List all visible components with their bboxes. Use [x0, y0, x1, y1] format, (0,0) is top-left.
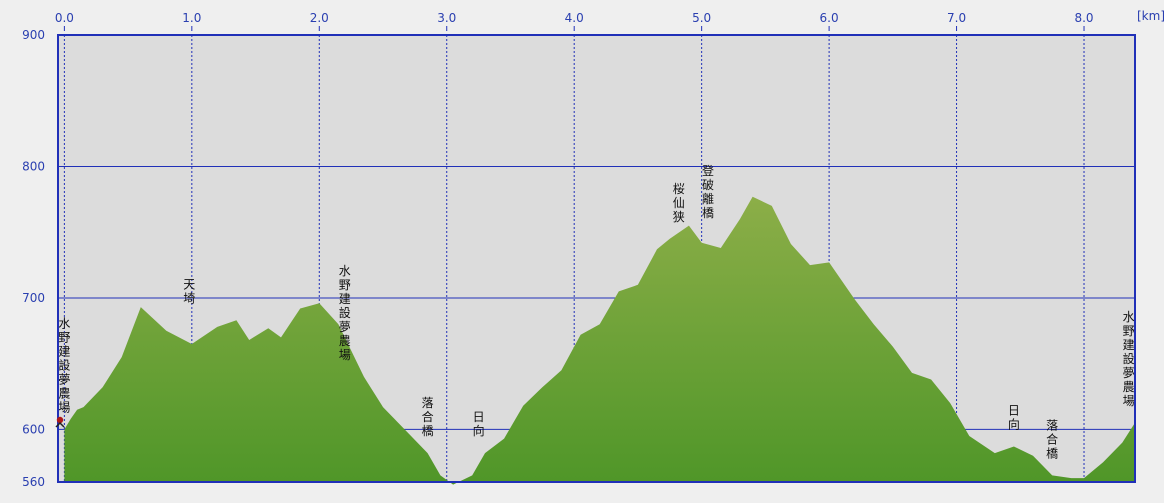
landmark-char: 登: [702, 163, 714, 178]
x-tick-label: 7.0: [947, 11, 966, 25]
x-tick-label: 2.0: [310, 11, 329, 25]
landmark-char: 設: [1123, 351, 1135, 366]
landmark-label: 落合橋: [1046, 418, 1058, 460]
y-tick-label: 800: [22, 159, 45, 173]
landmark-char: 農: [58, 386, 70, 400]
landmark-label: 桜仙狭: [673, 182, 685, 224]
landmark-char: 建: [339, 292, 351, 306]
landmark-char: 橋: [1046, 446, 1058, 460]
plot-frame: [57, 34, 1136, 483]
landmark-char: 野: [58, 330, 70, 344]
landmark-char: 場: [339, 348, 351, 362]
elevation-area: [64, 196, 1135, 485]
y-tick-label: 560: [22, 475, 45, 489]
landmark-char: 農: [1123, 380, 1135, 394]
y-tick-label: 900: [22, 28, 45, 42]
landmark-char: 埼: [183, 291, 195, 305]
x-tick-label: 8.0: [1074, 11, 1093, 25]
landmark-char: 建: [1123, 338, 1135, 352]
x-tick-label: 4.0: [565, 11, 584, 25]
landmark-label: 日向: [1008, 404, 1020, 432]
landmark-char: 合: [1046, 431, 1058, 446]
landmark-label: 落合橋: [422, 396, 434, 438]
y-tick-label: 700: [22, 291, 45, 305]
landmark-char: 日: [1008, 404, 1020, 418]
landmark-char: 天: [183, 277, 195, 291]
landmark-char: 夢: [1123, 366, 1135, 380]
x-unit-label: [km]: [1137, 9, 1164, 23]
landmark-char: 場: [58, 400, 70, 414]
start-marker-icon: [55, 416, 65, 428]
landmark-label: 日向: [473, 410, 485, 438]
landmark-char: 合: [422, 409, 434, 424]
landmark-char: 農: [339, 334, 351, 348]
landmark-char: 野: [1123, 324, 1135, 338]
landmark-char: 水: [58, 316, 70, 330]
landmark-char: 設: [58, 357, 70, 372]
landmark-char: 向: [1008, 417, 1020, 432]
landmark-char: 夢: [58, 372, 70, 386]
x-tick-label: 0.0: [55, 11, 74, 25]
x-tick-label: 5.0: [692, 11, 711, 25]
landmark-char: 水: [339, 264, 351, 278]
landmark-label: 天埼: [183, 277, 195, 305]
landmark-char: 落: [422, 396, 434, 410]
landmark-char: 向: [473, 423, 485, 438]
landmark-char: 建: [58, 344, 70, 358]
landmark-char: 落: [1046, 418, 1058, 432]
landmark-char: 野: [339, 278, 351, 292]
landmark-char: 日: [473, 410, 485, 424]
landmark-char: 桜: [673, 182, 685, 196]
landmark-char: 仙: [673, 196, 685, 210]
landmark-char: 橋: [702, 206, 714, 220]
x-tick-label: 6.0: [820, 11, 839, 25]
landmark-char: 狭: [673, 210, 685, 224]
landmark-char: 離: [702, 192, 714, 206]
landmark-char: 場: [1123, 394, 1135, 408]
landmark-char: 水: [1123, 310, 1135, 324]
landmark-char: 破: [702, 177, 714, 192]
landmark-char: 橋: [422, 424, 434, 438]
x-tick-label: 3.0: [437, 11, 456, 25]
y-tick-label: 600: [22, 422, 45, 436]
landmark-char: 設: [339, 305, 351, 320]
x-tick-label: 1.0: [182, 11, 201, 25]
landmark-char: 夢: [339, 320, 351, 334]
